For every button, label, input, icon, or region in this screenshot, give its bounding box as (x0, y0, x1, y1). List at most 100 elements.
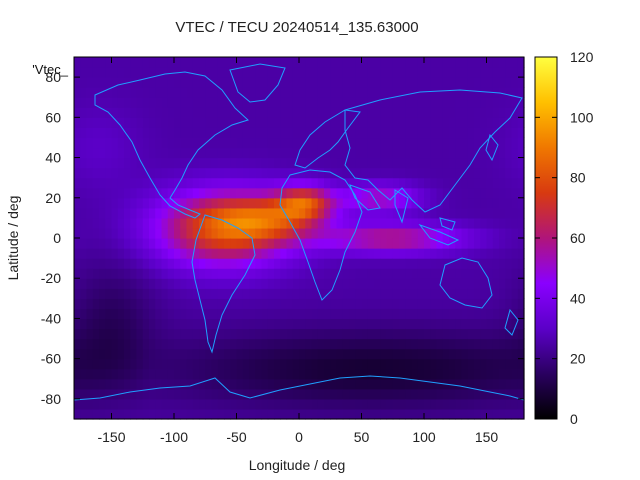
coastline-australia (439, 257, 493, 309)
heatmap-cell (211, 268, 219, 279)
heatmap-cell (261, 147, 269, 159)
heatmap-cell (249, 147, 256, 159)
heatmap-cell (505, 147, 513, 159)
heatmap-cell (392, 167, 400, 179)
heatmap-cell (249, 368, 256, 380)
heatmap-cell (486, 177, 494, 189)
heatmap-cell (355, 57, 363, 68)
heatmap-cell (367, 217, 375, 229)
heatmap-cell (299, 217, 306, 229)
heatmap-cell (449, 288, 456, 299)
heatmap-cell (455, 207, 463, 219)
heatmap-cell (467, 348, 475, 360)
heatmap-cell (124, 248, 131, 259)
heatmap-cell (249, 187, 256, 199)
heatmap-cell (280, 207, 288, 219)
heatmap-cell (336, 278, 344, 289)
heatmap-cell (192, 97, 200, 108)
heatmap-cell (217, 177, 225, 189)
heatmap-cell (130, 177, 138, 189)
heatmap-cell (217, 107, 225, 118)
heatmap-cell (455, 258, 463, 269)
heatmap-cell (324, 318, 331, 330)
heatmap-cell (342, 107, 350, 118)
heatmap-cell (461, 358, 469, 370)
heatmap-cell (199, 127, 206, 139)
heatmap-cell (174, 157, 181, 169)
heatmap-cell (142, 368, 150, 380)
heatmap-cell (111, 238, 119, 249)
heatmap-cell (461, 87, 469, 98)
heatmap-cell (280, 248, 288, 259)
heatmap-cell (174, 268, 181, 279)
heatmap-cell (349, 278, 356, 289)
heatmap-cell (217, 97, 225, 108)
heatmap-cell (430, 187, 438, 199)
heatmap-cell (242, 67, 250, 78)
heatmap-cell (249, 207, 256, 219)
heatmap-cell (155, 97, 163, 108)
heatmap-cell (205, 217, 213, 229)
heatmap-cell (355, 167, 363, 179)
heatmap-cell (467, 87, 475, 98)
heatmap-cell (167, 217, 175, 229)
heatmap-cell (311, 368, 319, 380)
heatmap-cell (317, 67, 325, 78)
colorbar-tick-label: 60 (570, 230, 586, 246)
heatmap-cell (499, 107, 506, 118)
heatmap-cell (74, 318, 81, 330)
heatmap-cell (105, 248, 113, 259)
heatmap-cell (499, 268, 506, 279)
heatmap-cell (161, 368, 169, 380)
heatmap-cell (449, 87, 456, 98)
heatmap-cell (74, 177, 81, 189)
heatmap-cell (92, 67, 100, 78)
heatmap-cell (467, 57, 475, 68)
heatmap-cell (199, 408, 206, 420)
heatmap-cell (180, 87, 188, 98)
heatmap-cell (461, 398, 469, 410)
heatmap-cell (336, 217, 344, 229)
heatmap-cell (99, 258, 106, 269)
heatmap-cell (99, 338, 106, 350)
heatmap-cell (74, 308, 81, 320)
heatmap-cell (324, 217, 331, 229)
heatmap-cell (299, 57, 306, 68)
heatmap-cell (86, 268, 94, 279)
heatmap-cell (217, 248, 225, 259)
heatmap-cell (455, 107, 463, 118)
heatmap-cell (430, 67, 438, 78)
heatmap-cell (467, 217, 475, 229)
heatmap-cell (392, 248, 400, 259)
heatmap-cell (80, 358, 88, 370)
heatmap-cell (80, 137, 88, 149)
heatmap-cell (317, 87, 325, 98)
heatmap-cell (405, 67, 413, 78)
heatmap-cell (105, 318, 113, 330)
heatmap-cell (386, 97, 394, 108)
heatmap-cell (342, 308, 350, 320)
heatmap-cell (74, 137, 81, 149)
heatmap-cell (330, 217, 338, 229)
heatmap-cell (211, 238, 219, 249)
heatmap-cell (499, 238, 506, 249)
heatmap-cell (292, 348, 300, 360)
heatmap-cell (299, 328, 306, 340)
heatmap-cell (517, 117, 525, 128)
y-tick-label: -20 (41, 270, 61, 286)
heatmap-cell (324, 77, 331, 88)
heatmap-cell (474, 308, 481, 320)
heatmap-cell (186, 278, 194, 289)
heatmap-cell (86, 157, 94, 169)
heatmap-cell (349, 298, 356, 309)
heatmap-cell (374, 207, 381, 219)
heatmap-cell (255, 177, 263, 189)
heatmap-cell (255, 197, 263, 209)
heatmap-cell (86, 87, 94, 98)
heatmap-cell (92, 268, 100, 279)
heatmap-cell (80, 328, 88, 340)
heatmap-cell (186, 87, 194, 98)
heatmap-cell (99, 298, 106, 309)
heatmap-cell (405, 87, 413, 98)
heatmap-cell (280, 298, 288, 309)
